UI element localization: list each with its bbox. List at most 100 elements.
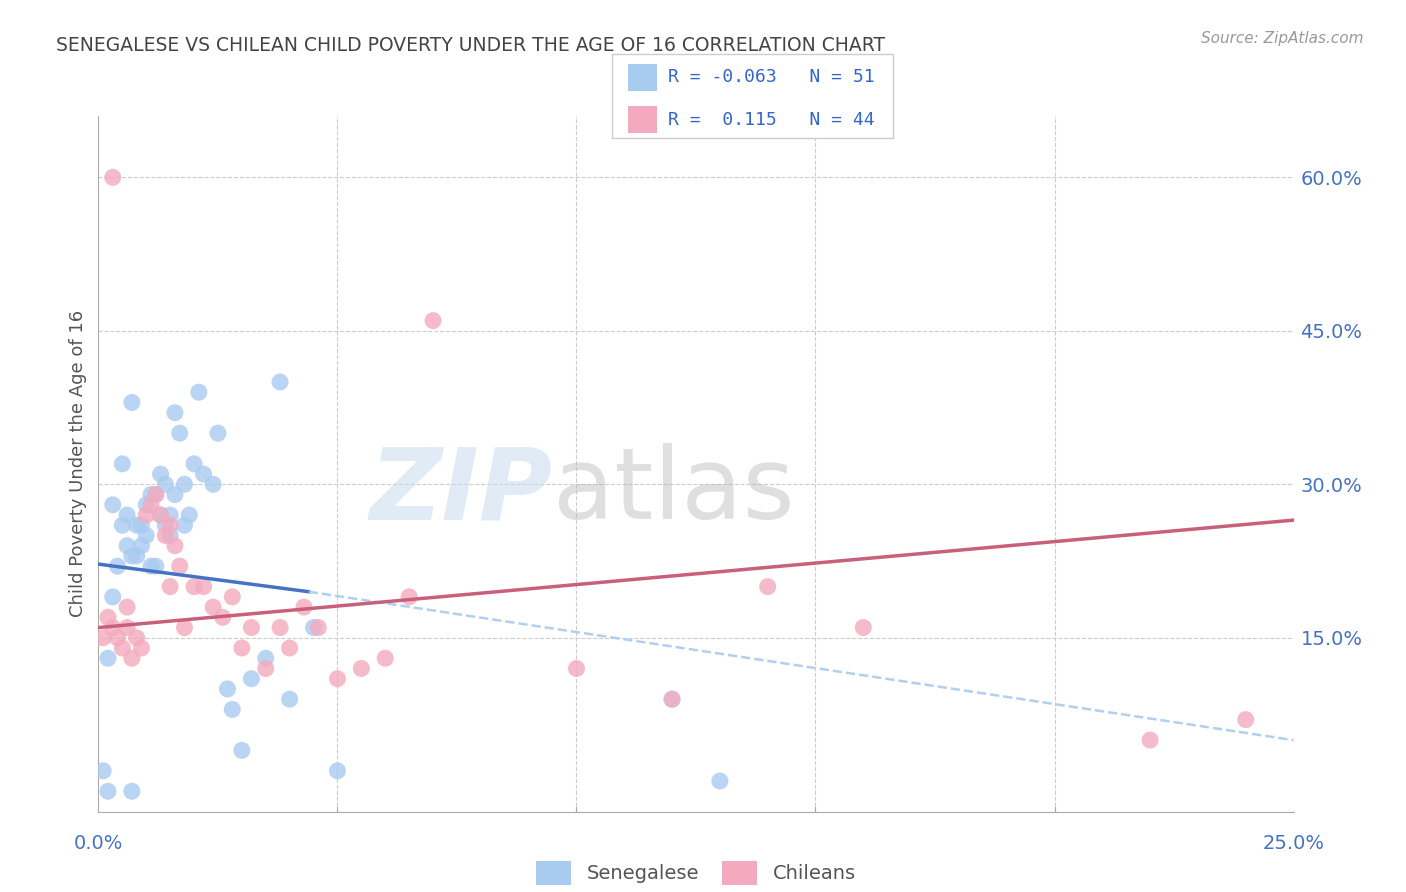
Point	[756, 580, 779, 594]
Point	[565, 661, 588, 675]
Point	[326, 764, 349, 778]
Point	[278, 640, 301, 655]
Text: atlas: atlas	[553, 443, 794, 541]
Point	[661, 692, 683, 706]
Point	[173, 477, 195, 491]
Point	[145, 559, 167, 574]
Point	[231, 743, 253, 757]
Point	[292, 600, 315, 615]
Point	[269, 621, 291, 635]
Y-axis label: Child Poverty Under the Age of 16: Child Poverty Under the Age of 16	[69, 310, 87, 617]
Text: 25.0%: 25.0%	[1263, 834, 1324, 853]
Point	[211, 610, 233, 624]
Point	[159, 580, 181, 594]
Point	[254, 661, 277, 675]
Point	[121, 651, 143, 665]
Point	[107, 559, 129, 574]
Point	[101, 590, 124, 604]
Text: R = -0.063   N = 51: R = -0.063 N = 51	[668, 69, 875, 87]
Point	[202, 477, 225, 491]
Point	[240, 672, 263, 686]
Point	[374, 651, 396, 665]
Point	[193, 467, 215, 481]
Point	[101, 498, 124, 512]
Point	[240, 621, 263, 635]
Point	[350, 661, 373, 675]
Point	[91, 631, 114, 645]
Point	[131, 539, 153, 553]
Point	[91, 764, 114, 778]
Point	[173, 621, 195, 635]
Point	[169, 559, 191, 574]
Point	[179, 508, 201, 522]
Point	[307, 621, 329, 635]
Point	[115, 539, 138, 553]
Point	[111, 640, 134, 655]
Point	[187, 385, 209, 400]
Point	[326, 672, 349, 686]
Text: SENEGALESE VS CHILEAN CHILD POVERTY UNDER THE AGE OF 16 CORRELATION CHART: SENEGALESE VS CHILEAN CHILD POVERTY UNDE…	[56, 36, 886, 54]
Point	[131, 518, 153, 533]
Point	[125, 518, 148, 533]
Point	[661, 692, 683, 706]
Point	[97, 651, 120, 665]
Point	[107, 631, 129, 645]
Point	[398, 590, 420, 604]
Text: ZIP: ZIP	[370, 443, 553, 541]
Point	[159, 528, 181, 542]
Point	[302, 621, 325, 635]
Point	[1234, 713, 1257, 727]
Point	[149, 467, 172, 481]
Point	[852, 621, 875, 635]
Point	[131, 640, 153, 655]
Point	[159, 518, 181, 533]
Legend: Senegalese, Chileans: Senegalese, Chileans	[529, 853, 863, 892]
Point	[278, 692, 301, 706]
Text: Source: ZipAtlas.com: Source: ZipAtlas.com	[1201, 31, 1364, 46]
Point	[125, 631, 148, 645]
Point	[101, 621, 124, 635]
Point	[101, 170, 124, 185]
Point	[97, 610, 120, 624]
Point	[115, 621, 138, 635]
Point	[231, 640, 253, 655]
Point	[115, 600, 138, 615]
Point	[183, 457, 205, 471]
Point	[111, 457, 134, 471]
Point	[221, 702, 243, 716]
Point	[135, 508, 157, 522]
Point	[149, 508, 172, 522]
Point	[163, 487, 186, 501]
Point	[1139, 733, 1161, 747]
Point	[135, 498, 157, 512]
Point	[221, 590, 243, 604]
Point	[149, 508, 172, 522]
Point	[111, 518, 134, 533]
Point	[145, 487, 167, 501]
Point	[169, 426, 191, 441]
Point	[121, 395, 143, 409]
Point	[155, 477, 177, 491]
Point	[159, 508, 181, 522]
Point	[139, 559, 162, 574]
Point	[183, 580, 205, 594]
Point	[139, 498, 162, 512]
Point	[115, 508, 138, 522]
Point	[155, 528, 177, 542]
Point	[254, 651, 277, 665]
Text: 0.0%: 0.0%	[73, 834, 124, 853]
Point	[193, 580, 215, 594]
Point	[97, 784, 120, 798]
Point	[121, 549, 143, 563]
Point	[207, 426, 229, 441]
Point	[217, 681, 239, 696]
Point	[709, 774, 731, 789]
Point	[139, 487, 162, 501]
Point	[422, 313, 444, 327]
Point	[202, 600, 225, 615]
Point	[163, 406, 186, 420]
Point	[125, 549, 148, 563]
Point	[145, 487, 167, 501]
Point	[121, 784, 143, 798]
Point	[173, 518, 195, 533]
